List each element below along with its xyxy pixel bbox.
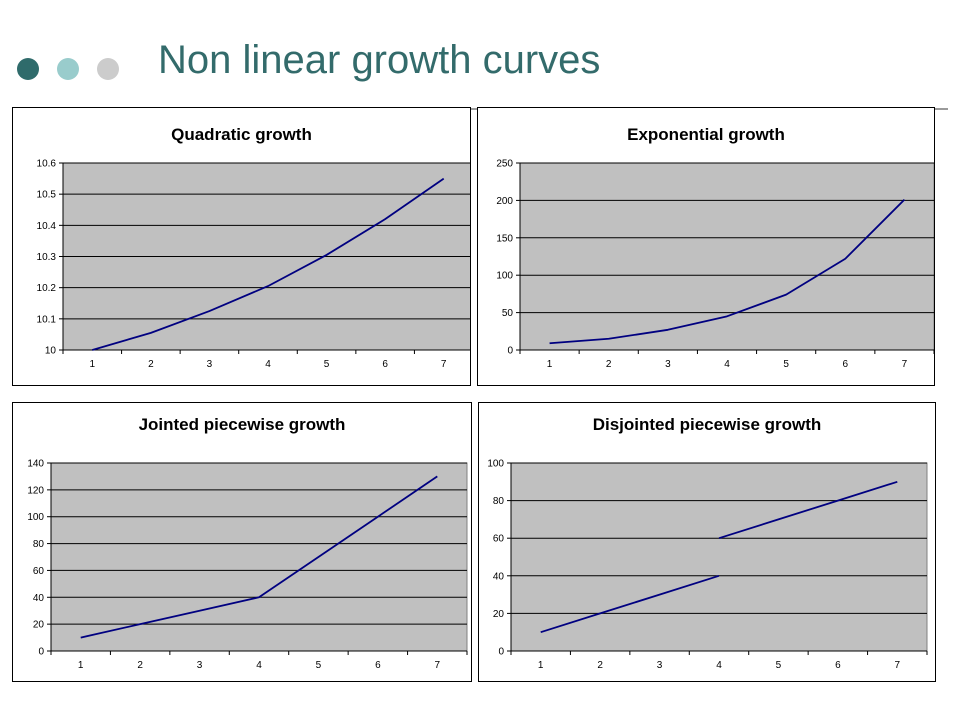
y-tick-label: 10.6 xyxy=(37,159,57,170)
quadratic-growth-chart: Quadratic growth 10 10.1 10.2 10.3 10.4 10.5 10… xyxy=(12,107,471,386)
x-tick-label: 2 xyxy=(597,660,603,671)
x-tick-label: 3 xyxy=(665,359,671,370)
y-tick-label: 10.3 xyxy=(37,252,57,263)
disjointed-piecewise-growth-chart: Disjointed piecewise growth 0 20 40 60 80 100 1… xyxy=(478,402,936,682)
y-tick-label: 40 xyxy=(33,593,45,604)
series-line-1 xyxy=(540,574,720,634)
jointed-piecewise-growth-chart: Jointed piecewise growth 0 20 40 60 80 100 120 1… xyxy=(12,402,472,682)
x-tick-label: 7 xyxy=(902,359,908,370)
x-tick-label: 5 xyxy=(316,660,322,671)
y-tick-label: 120 xyxy=(27,485,44,496)
x-tick-label: 5 xyxy=(783,359,789,370)
x-tick-label: 2 xyxy=(606,359,612,370)
y-tick-label: 10.2 xyxy=(37,283,57,294)
chart-svg: Exponential growth 0 50 100 150 200 250 1 2 3 4 5 6 7 xyxy=(496,125,934,370)
x-tick-label: 1 xyxy=(547,359,553,370)
x-tick-label: 4 xyxy=(265,359,271,370)
y-tick-label: 10 xyxy=(45,346,57,357)
x-tick-label: 1 xyxy=(90,359,96,370)
plot-area xyxy=(519,162,934,351)
x-tick-label: 6 xyxy=(835,660,841,671)
series-line-1 xyxy=(80,475,438,639)
series-line-1 xyxy=(549,199,906,345)
x-tick-label: 2 xyxy=(148,359,154,370)
y-tick-label: 10.4 xyxy=(37,221,57,232)
x-tick-label: 6 xyxy=(843,359,849,370)
chart-svg: Quadratic growth 10 10.1 10.2 10.3 10.4 10.5 10… xyxy=(37,125,470,370)
x-tick-label: 1 xyxy=(78,660,84,671)
y-tick-label: 60 xyxy=(33,566,45,577)
y-tick-label: 20 xyxy=(33,620,45,631)
x-tick-label: 4 xyxy=(716,660,722,671)
chart-title: Jointed piecewise growth xyxy=(139,415,346,434)
y-tick-label: 20 xyxy=(493,609,505,620)
x-tick-label: 1 xyxy=(538,660,544,671)
series-line-1 xyxy=(92,177,445,351)
x-tick-label: 7 xyxy=(435,660,441,671)
y-tick-label: 200 xyxy=(496,196,513,207)
x-tick-label: 7 xyxy=(895,660,901,671)
x-tick-label: 2 xyxy=(137,660,143,671)
x-tick-label: 6 xyxy=(382,359,388,370)
x-tick-label: 7 xyxy=(441,359,447,370)
chart-title: Exponential growth xyxy=(627,125,785,144)
plot-area xyxy=(50,462,468,652)
y-tick-label: 80 xyxy=(493,496,505,507)
chart-svg: Disjointed piecewise growth 0 20 40 60 80 100 1… xyxy=(487,415,928,671)
x-tick-label: 4 xyxy=(256,660,262,671)
y-tick-label: 0 xyxy=(498,647,504,658)
y-tick-label: 80 xyxy=(33,539,45,550)
y-tick-label: 250 xyxy=(496,159,513,170)
y-tick-label: 100 xyxy=(487,459,504,470)
x-tick-label: 5 xyxy=(776,660,782,671)
y-tick-label: 40 xyxy=(493,571,505,582)
chart-title: Disjointed piecewise growth xyxy=(593,415,822,434)
slide-title: Non linear growth curves xyxy=(158,38,601,82)
y-tick-label: 0 xyxy=(507,346,513,357)
y-tick-label: 60 xyxy=(493,534,505,545)
exponential-growth-chart: Exponential growth 0 50 100 150 200 250 1 2 3 4 5 6 7 xyxy=(477,107,935,386)
chart-svg: Jointed piecewise growth 0 20 40 60 80 100 120 1… xyxy=(27,415,468,671)
grey-dot-icon xyxy=(97,58,119,80)
x-tick-label: 4 xyxy=(724,359,730,370)
x-tick-label: 3 xyxy=(207,359,213,370)
x-tick-label: 3 xyxy=(657,660,663,671)
series-line-2 xyxy=(718,480,898,540)
y-tick-label: 100 xyxy=(496,271,513,282)
y-tick-label: 0 xyxy=(38,647,44,658)
y-tick-label: 10.1 xyxy=(37,314,57,325)
y-tick-label: 150 xyxy=(496,233,513,244)
x-tick-label: 3 xyxy=(197,660,203,671)
light-teal-dot-icon xyxy=(57,58,79,80)
x-tick-label: 5 xyxy=(324,359,330,370)
y-tick-label: 140 xyxy=(27,459,44,470)
y-tick-label: 100 xyxy=(27,512,44,523)
y-tick-label: 10.5 xyxy=(37,190,57,201)
dark-teal-dot-icon xyxy=(17,58,39,80)
chart-title: Quadratic growth xyxy=(171,125,312,144)
x-tick-label: 6 xyxy=(375,660,381,671)
y-tick-label: 50 xyxy=(502,308,514,319)
